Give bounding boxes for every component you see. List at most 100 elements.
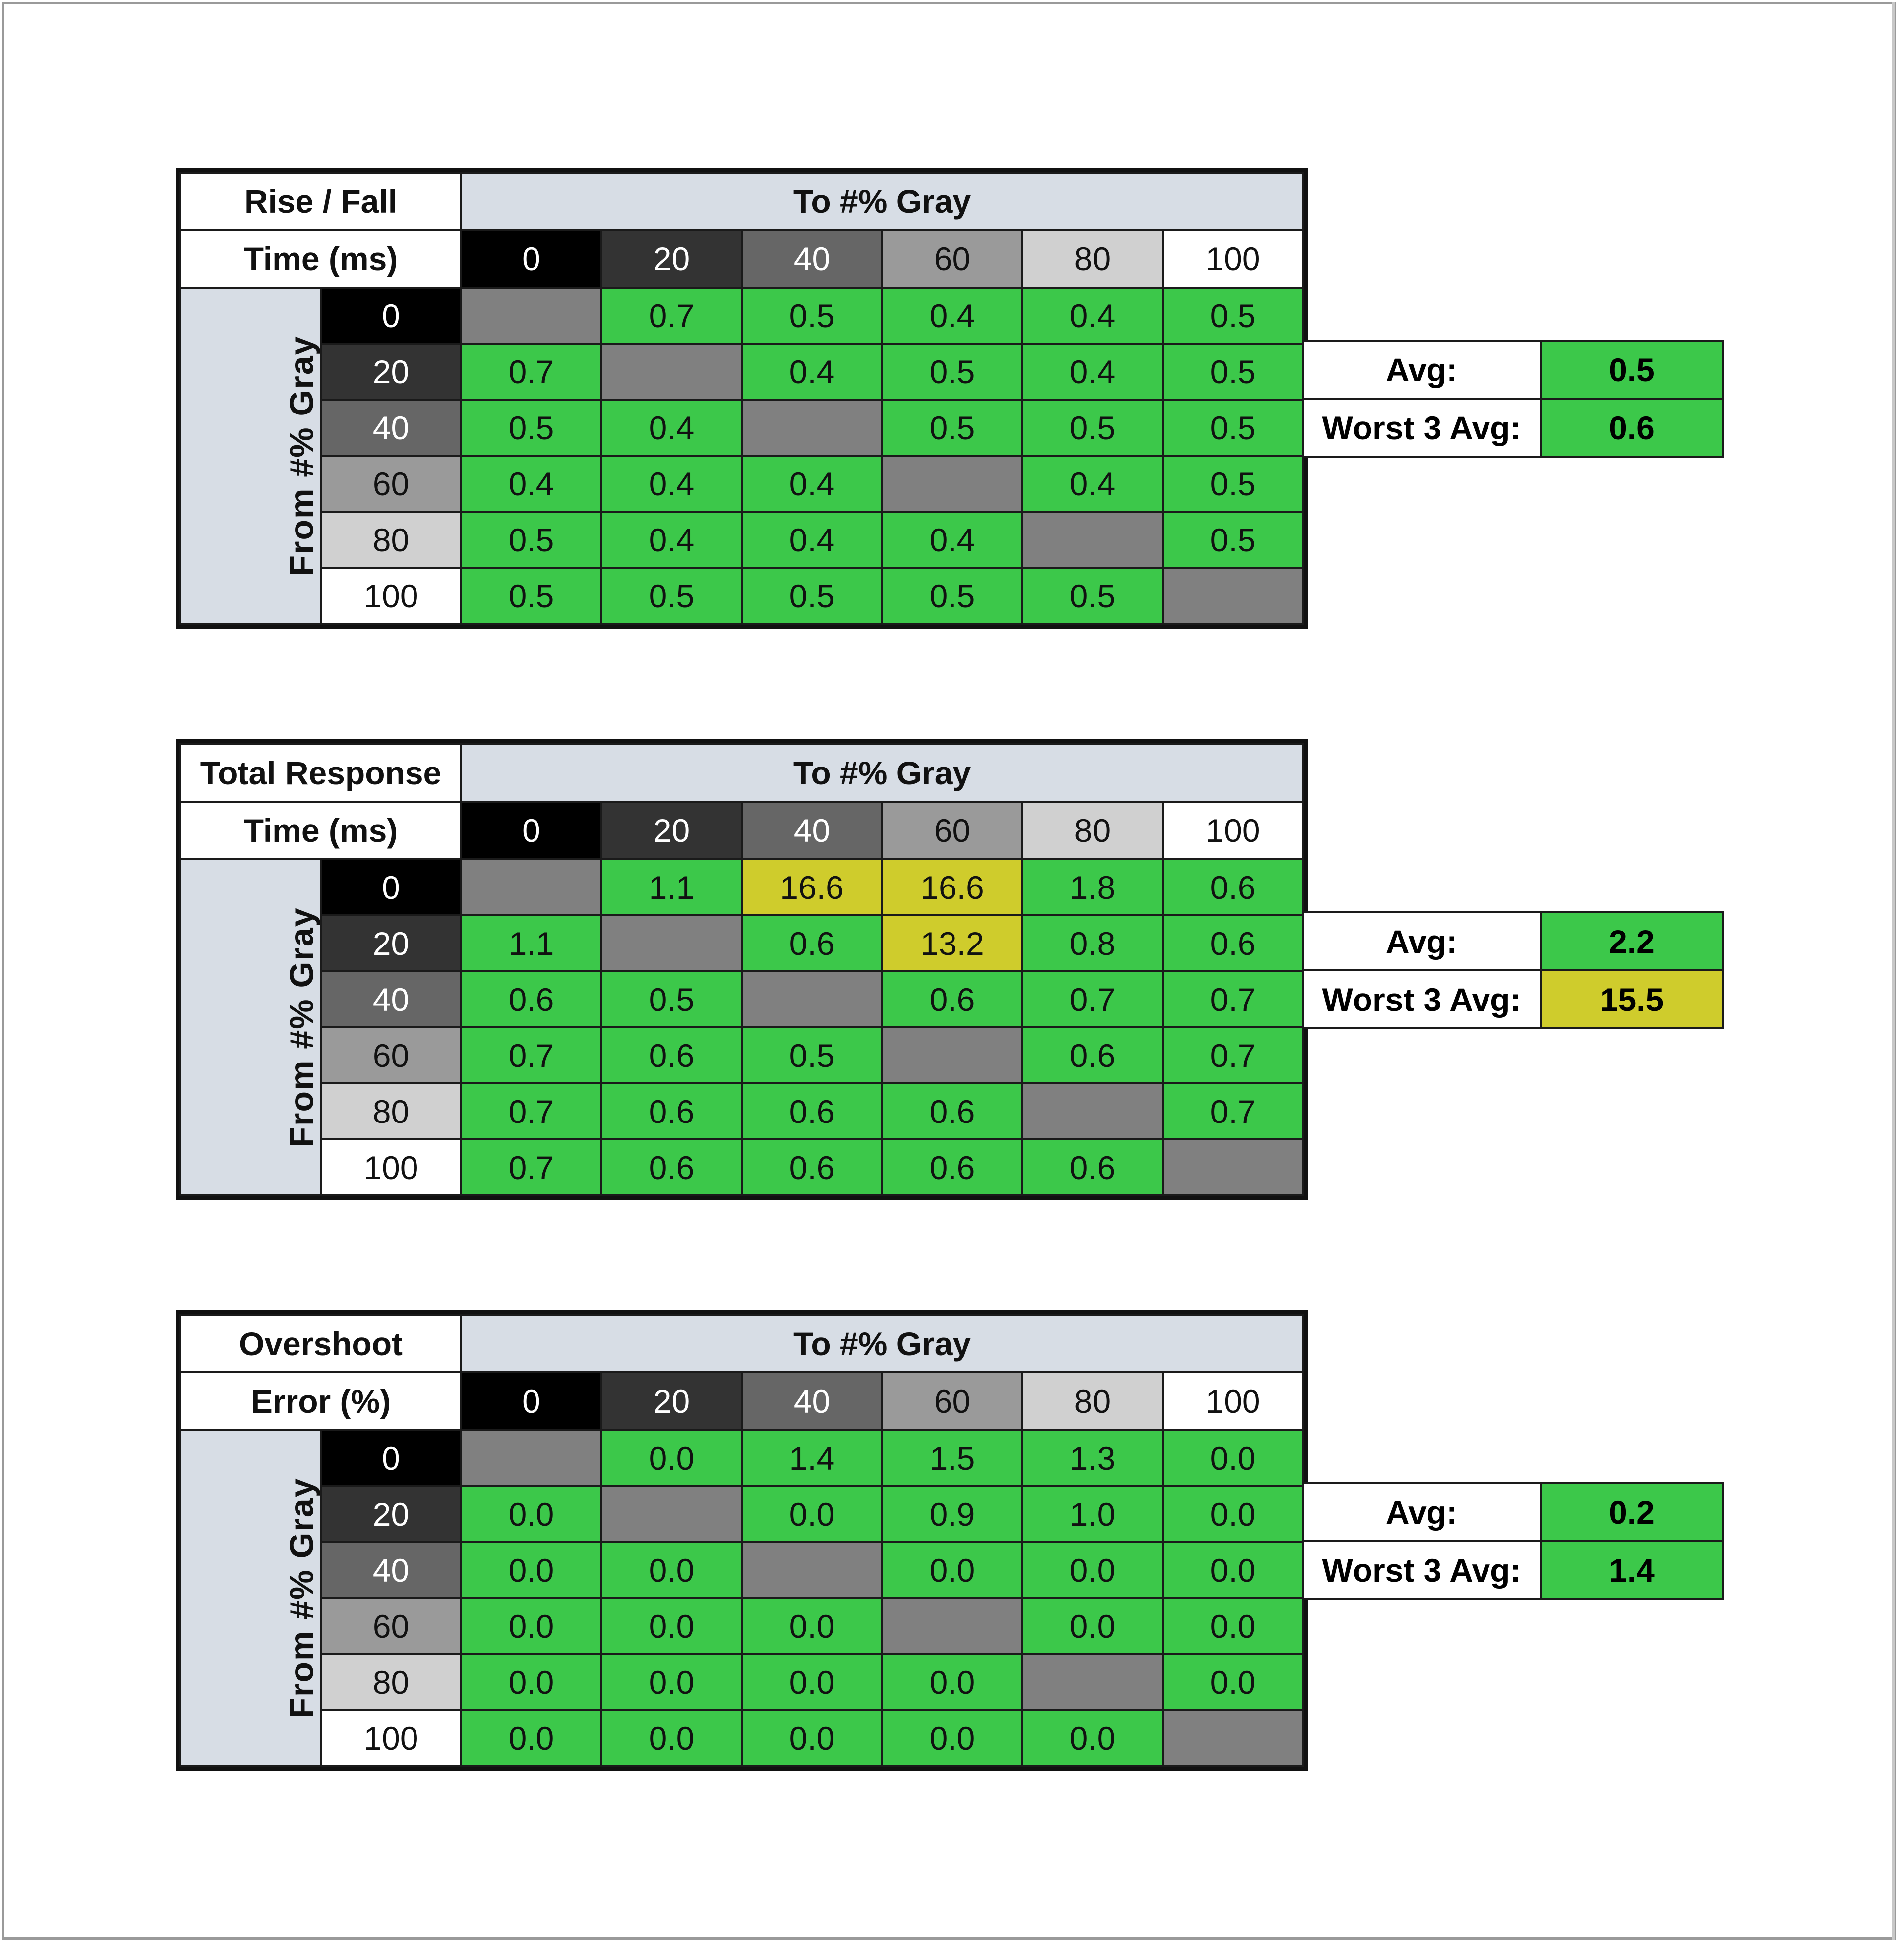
value-cell: 0.0	[881, 1653, 1024, 1711]
to-gray-header: To #% Gray	[460, 743, 1305, 803]
diagonal-cell	[1161, 1138, 1305, 1196]
header-row: Rise / Fall To #% Gray	[179, 172, 1305, 231]
value-cell: 0.0	[460, 1485, 603, 1543]
worst-3-avg-row: Worst 3 Avg: 1.4	[1302, 1540, 1724, 1600]
worst-3-avg-row: Worst 3 Avg: 0.6	[1302, 398, 1724, 458]
table-title-line-2: Time (ms)	[179, 801, 462, 860]
value-cell: 0.5	[1161, 455, 1305, 513]
diagonal-cell	[1021, 511, 1164, 569]
row-header-100: 100	[319, 1709, 463, 1767]
column-header-20: 20	[600, 229, 743, 289]
table-title-line-1: Rise / Fall	[179, 172, 462, 231]
value-cell: 0.5	[1161, 343, 1305, 401]
value-cell: 0.6	[600, 1138, 743, 1196]
row-header-80: 80	[320, 1082, 462, 1140]
value-cell: 0.6	[460, 970, 602, 1028]
diagonal-cell	[600, 343, 743, 401]
value-cell: 0.0	[1162, 1541, 1305, 1599]
table-row: 60 0.7 0.6 0.5 0.6 0.7	[180, 1026, 1305, 1084]
table-row: 60 0.4 0.4 0.4 0.4 0.5	[180, 455, 1305, 513]
diagonal-cell	[1021, 1653, 1164, 1711]
diagonal-cell	[1021, 1082, 1164, 1140]
row-header-20: 20	[319, 1485, 463, 1543]
value-cell: 0.6	[741, 1082, 883, 1140]
row-header-0: 0	[320, 858, 462, 916]
avg-label: Avg:	[1302, 1482, 1542, 1542]
row-header-80: 80	[319, 1653, 463, 1711]
value-cell: 0.4	[881, 287, 1023, 345]
value-cell: 0.0	[600, 1653, 743, 1711]
value-cell: 0.6	[741, 1138, 883, 1196]
table-row: 20 0.0 0.0 0.9 1.0 0.0	[180, 1485, 1305, 1543]
value-cell: 16.6	[741, 858, 883, 916]
diagonal-cell	[881, 1026, 1023, 1084]
from-gray-label: From #% Gray	[283, 1477, 321, 1718]
row-header-60: 60	[319, 1597, 463, 1655]
value-cell: 0.0	[460, 1597, 603, 1655]
value-cell: 0.6	[741, 914, 883, 972]
worst-3-avg-row: Worst 3 Avg: 15.5	[1302, 969, 1724, 1029]
table-row: 100 0.5 0.5 0.5 0.5 0.5	[180, 567, 1305, 625]
value-cell: 0.0	[1021, 1709, 1164, 1767]
value-cell: 0.7	[600, 287, 743, 345]
value-cell: 1.3	[1021, 1429, 1164, 1487]
column-header-40: 40	[741, 1371, 884, 1431]
row-header-20: 20	[320, 914, 462, 972]
value-cell: 0.6	[600, 1082, 743, 1140]
diagonal-cell	[741, 970, 883, 1028]
column-header-80: 80	[1021, 229, 1164, 289]
avg-label: Avg:	[1302, 911, 1542, 971]
table-title-line-2: Error (%)	[179, 1371, 463, 1431]
value-cell: 0.0	[741, 1709, 884, 1767]
value-cell: 0.5	[881, 343, 1023, 401]
value-cell: 0.0	[1162, 1597, 1305, 1655]
value-cell: 1.1	[460, 914, 602, 972]
value-cell: 0.7	[1161, 1026, 1305, 1084]
avg-value: 2.2	[1540, 911, 1724, 971]
from-gray-header: From #% Gray	[179, 858, 322, 1196]
from-gray-label: From #% Gray	[283, 335, 321, 576]
value-cell: 16.6	[881, 858, 1023, 916]
column-header-40: 40	[741, 229, 883, 289]
from-gray-header: From #% Gray	[179, 1429, 322, 1767]
diagonal-cell	[741, 1541, 884, 1599]
value-cell: 0.6	[881, 970, 1023, 1028]
value-cell: 0.0	[741, 1597, 884, 1655]
value-cell: 0.5	[460, 567, 602, 625]
heatmap-table: Total Response To #% Gray Time (ms) 0 20 40 60…	[175, 739, 1309, 1200]
worst-3-avg-value: 15.5	[1540, 969, 1724, 1029]
value-cell: 0.6	[881, 1138, 1023, 1196]
value-cell: 0.4	[741, 455, 883, 513]
value-cell: 0.4	[600, 399, 743, 457]
value-cell: 0.4	[741, 343, 883, 401]
diagonal-cell	[1162, 1709, 1305, 1767]
diagonal-cell	[1161, 567, 1305, 625]
value-cell: 0.0	[1021, 1541, 1164, 1599]
value-cell: 0.4	[460, 455, 602, 513]
value-cell: 0.5	[881, 399, 1023, 457]
column-header-60: 60	[881, 229, 1023, 289]
heatmap-table: Overshoot To #% Gray Error (%) 0 20 40 60 80 100…	[175, 1310, 1309, 1771]
value-cell: 0.5	[600, 567, 743, 625]
value-cell: 0.6	[1161, 858, 1305, 916]
value-cell: 0.0	[460, 1541, 603, 1599]
row-header-80: 80	[320, 511, 462, 569]
column-header-60: 60	[881, 1371, 1024, 1431]
worst-3-avg-value: 0.6	[1540, 398, 1724, 458]
avg-row: Avg: 0.5	[1302, 340, 1724, 400]
column-header-20: 20	[600, 801, 743, 860]
value-cell: 0.4	[1021, 287, 1164, 345]
value-cell: 0.6	[881, 1082, 1023, 1140]
row-header-40: 40	[320, 399, 462, 457]
value-cell: 0.7	[1021, 970, 1164, 1028]
value-cell: 0.7	[460, 1082, 602, 1140]
table-row: 40 0.6 0.5 0.6 0.7 0.7	[180, 970, 1305, 1028]
table-row: From #% Gray 0 1.1 16.6 16.6 1.8 0.6	[179, 858, 1305, 1196]
row-header-100: 100	[320, 567, 462, 625]
value-cell: 1.1	[600, 858, 743, 916]
value-cell: 0.5	[600, 970, 743, 1028]
value-cell: 0.9	[881, 1485, 1024, 1543]
table-row: 100 0.7 0.6 0.6 0.6 0.6	[180, 1138, 1305, 1196]
diagonal-cell	[460, 287, 602, 345]
diagonal-cell	[881, 1597, 1024, 1655]
